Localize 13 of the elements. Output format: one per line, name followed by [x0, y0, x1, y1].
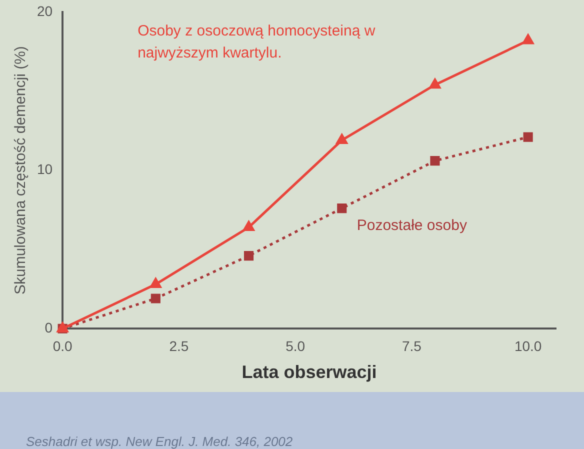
x-tick-label: 7.5: [402, 338, 422, 354]
x-tick-label: 2.5: [169, 338, 189, 354]
text: Osoby z osoczową homocysteiną w najwyższym kwartylu.: [138, 22, 376, 62]
text: Seshadri et wsp. New Engl. J. Med. 346, 2002: [26, 434, 293, 449]
x-tick-label: 10.0: [514, 338, 542, 354]
x-tick-label: 5.0: [286, 338, 306, 354]
y-tick-label: 10: [36, 161, 53, 178]
series-label: Pozostałe osoby: [356, 216, 468, 234]
x-axis-title: Lata obserwacji: [242, 362, 377, 382]
y-tick-label: 0: [44, 319, 53, 336]
y-axis-title: Skumulowana częstość demencji (%): [12, 46, 30, 295]
x-tick-label: 0.0: [52, 338, 73, 354]
y-tick-label: 20: [36, 2, 53, 19]
